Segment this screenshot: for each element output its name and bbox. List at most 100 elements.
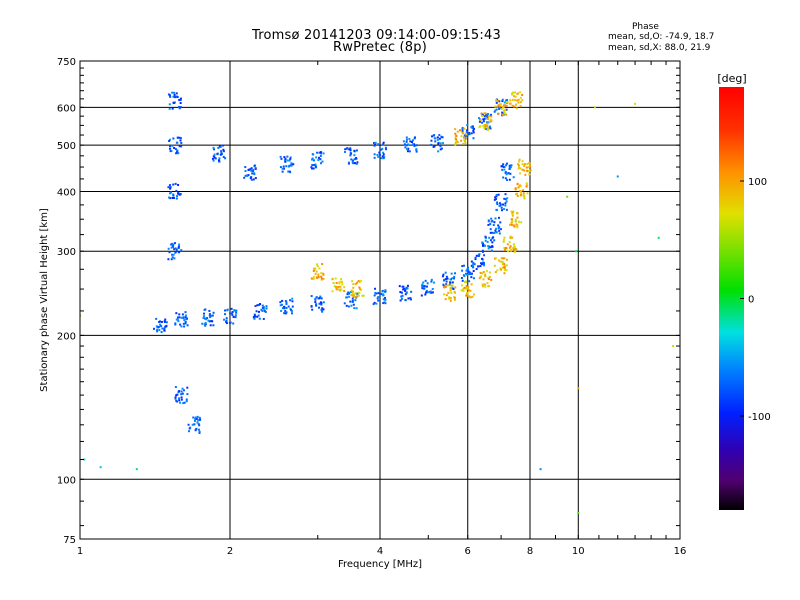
echo-point [175,189,178,192]
echo-point [354,299,357,302]
echo-point [425,285,428,288]
echo-point [375,292,378,295]
echo-point [318,297,321,300]
echo-point [430,143,433,146]
echo-point [174,323,177,326]
echo-point [511,213,514,216]
echo-point [235,311,238,314]
echo-point [197,428,200,431]
echo-point [171,253,174,256]
echo-point [155,329,158,332]
echo-point [509,236,512,239]
echo-point [170,149,173,152]
echo-point [505,108,508,111]
echo-point [495,197,498,200]
echo-point [505,208,508,211]
echo-point [502,257,505,260]
echo-point [208,314,211,317]
echo-point [322,308,325,311]
echo-point [182,316,185,319]
echo-point [489,239,492,242]
echo-point [358,286,361,289]
echo-point [503,267,506,270]
echo-point [173,147,176,150]
echo-point [173,242,176,245]
echo-point [171,144,174,147]
echo-point [503,168,506,171]
echo-point [196,415,199,418]
echo-point [310,295,313,298]
echo-point [351,297,354,300]
echo-point [521,93,524,96]
echo-point [510,218,513,221]
echo-point [168,139,171,142]
phase-stats-o-mode: mean, sd,O: -74.9, 18.7 [608,32,715,42]
echo-point [430,291,433,294]
echo-point [314,165,317,168]
echo-point [283,307,286,310]
echo-point [353,307,356,310]
echo-point [482,270,485,273]
echo-point [465,134,468,137]
echo-point [484,273,487,276]
echo-point [226,308,229,311]
echo-point [352,286,355,289]
echo-point [439,145,442,148]
echo-point [339,285,342,288]
echo-point [352,293,355,296]
echo-point [176,393,179,396]
echo-point [350,289,353,292]
echo-point [494,229,497,232]
echo-point [488,125,491,128]
echo-point [159,323,162,326]
echo-point [228,312,231,315]
echo-point [385,148,388,151]
echo-point [450,284,453,287]
echo-point [502,112,505,115]
echo-point [314,163,317,166]
echo-point [468,295,471,298]
echo-point [356,161,359,164]
echo-point [504,177,507,180]
echo-point [347,162,350,165]
echo-point [506,197,509,200]
echo-point [511,212,514,215]
echo-point [290,312,293,315]
echo-point [362,294,365,297]
echo-point [155,325,158,328]
echo-point [494,196,497,199]
echo-point [377,299,380,302]
echo-point [256,315,259,318]
echo-point [478,126,481,129]
echo-point [204,321,207,324]
echo-point [469,296,472,299]
echo-point [281,167,284,170]
echo-point [486,116,489,119]
echo-point [513,250,516,253]
echo-point [444,285,447,288]
echo-point [503,104,506,107]
echo-point [460,135,463,138]
echo-point [409,140,412,143]
echo-point [508,178,511,181]
echo-point [211,314,214,317]
echo-point [484,124,487,127]
echo-point [482,278,485,281]
echo-point [179,401,182,404]
echo-point [410,290,413,293]
echo-point [502,238,505,241]
echo-point [203,308,206,311]
echo-point [496,100,499,103]
echo-point [320,152,323,155]
echo-point [501,111,504,114]
echo-point [178,99,181,102]
echo-point [339,278,342,281]
echo-point [208,320,211,323]
echo-point [506,178,509,181]
echo-point [178,107,181,110]
echo-point [522,192,525,195]
echo-point [486,124,489,127]
echo-point [449,287,452,290]
echo-point [475,254,478,257]
echo-point [514,91,517,94]
